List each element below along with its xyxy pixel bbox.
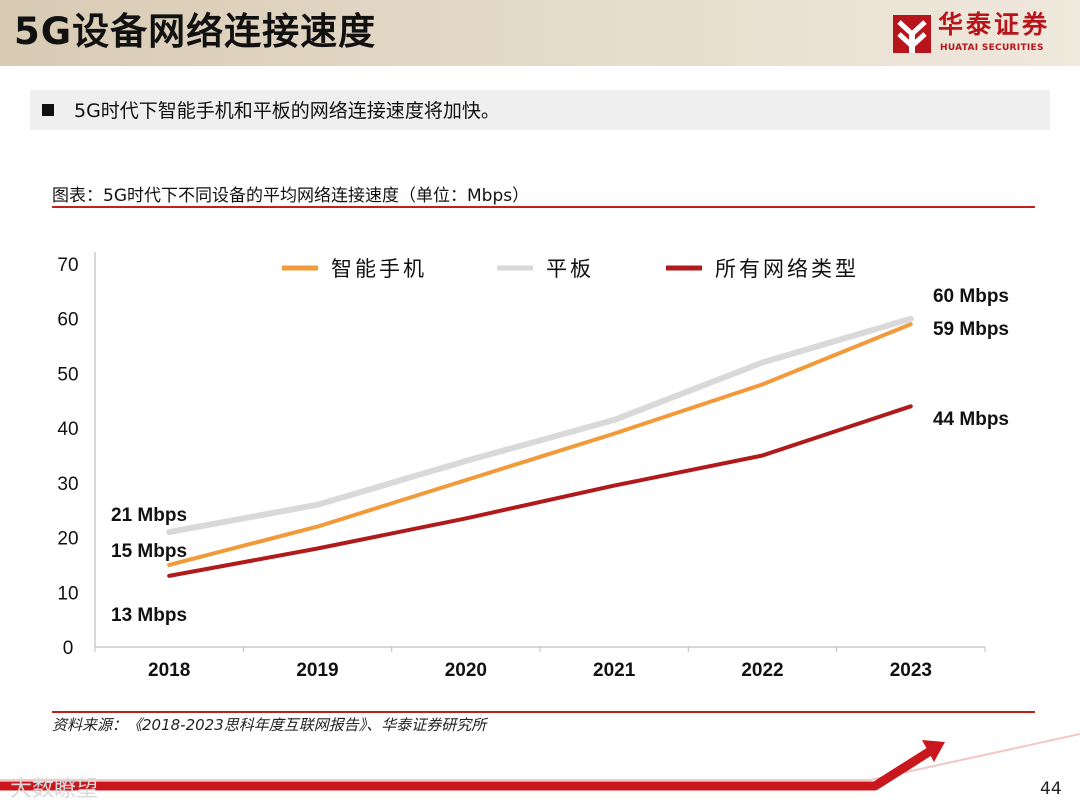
- y-tick-label: 0: [63, 638, 74, 659]
- y-tick-label: 50: [57, 364, 78, 385]
- x-tick-label: 2020: [445, 660, 487, 681]
- huatai-logo-icon: [893, 15, 931, 53]
- chart-caption: 图表：5G时代下不同设备的平均网络连接速度（单位：Mbps）: [52, 186, 530, 206]
- x-tick-label: 2021: [593, 660, 636, 681]
- y-tick-label: 30: [57, 474, 78, 495]
- data-label: 44 Mbps: [933, 409, 1009, 430]
- page-number: 44: [1040, 779, 1062, 799]
- data-label: 21 Mbps: [111, 505, 187, 526]
- data-label: 15 Mbps: [111, 541, 187, 562]
- y-tick-label: 40: [57, 419, 78, 440]
- caption-divider: [52, 206, 1035, 208]
- y-tick-label: 10: [57, 583, 78, 604]
- series-line-1: [167, 322, 913, 567]
- legend-label: 平板: [546, 257, 594, 281]
- x-tick-label: 2023: [890, 660, 932, 681]
- logo-name-en: HUATAI SECURITIES: [940, 43, 1044, 53]
- y-tick-label: 60: [57, 310, 78, 331]
- data-label: 59 Mbps: [933, 319, 1009, 340]
- x-tick-label: 2018: [148, 660, 190, 681]
- legend-label: 智能手机: [331, 257, 427, 281]
- bullet-box: [30, 90, 1050, 130]
- data-label: 60 Mbps: [933, 286, 1009, 307]
- source-note: 资料来源：《2018-2023思科年度互联网报告》、华泰证券研究所: [52, 716, 487, 734]
- x-tick-label: 2019: [296, 660, 338, 681]
- data-label: 13 Mbps: [111, 605, 187, 626]
- watermark: 大数瞭望: [10, 777, 99, 802]
- source-divider: [52, 711, 1035, 713]
- slide-title: 5G设备网络连接速度: [14, 10, 377, 53]
- logo-name-cn: 华泰证券: [938, 10, 1051, 39]
- y-tick-label: 70: [57, 255, 78, 276]
- bullet-square-icon: [42, 104, 54, 116]
- bullet-text: 5G时代下智能手机和平板的网络连接速度将加快。: [74, 100, 500, 122]
- footer-arrow-graphic: [0, 733, 1080, 791]
- line-chart: 0 10 20 30 40 50 60 70 2018 2019 2020 2021 2022 2023 智…: [57, 252, 1009, 681]
- series-line-3: [167, 404, 913, 578]
- series-line-2: [166, 315, 914, 536]
- y-tick-label: 20: [57, 529, 78, 550]
- x-tick-label: 2022: [741, 660, 783, 681]
- legend-label: 所有网络类型: [715, 257, 859, 281]
